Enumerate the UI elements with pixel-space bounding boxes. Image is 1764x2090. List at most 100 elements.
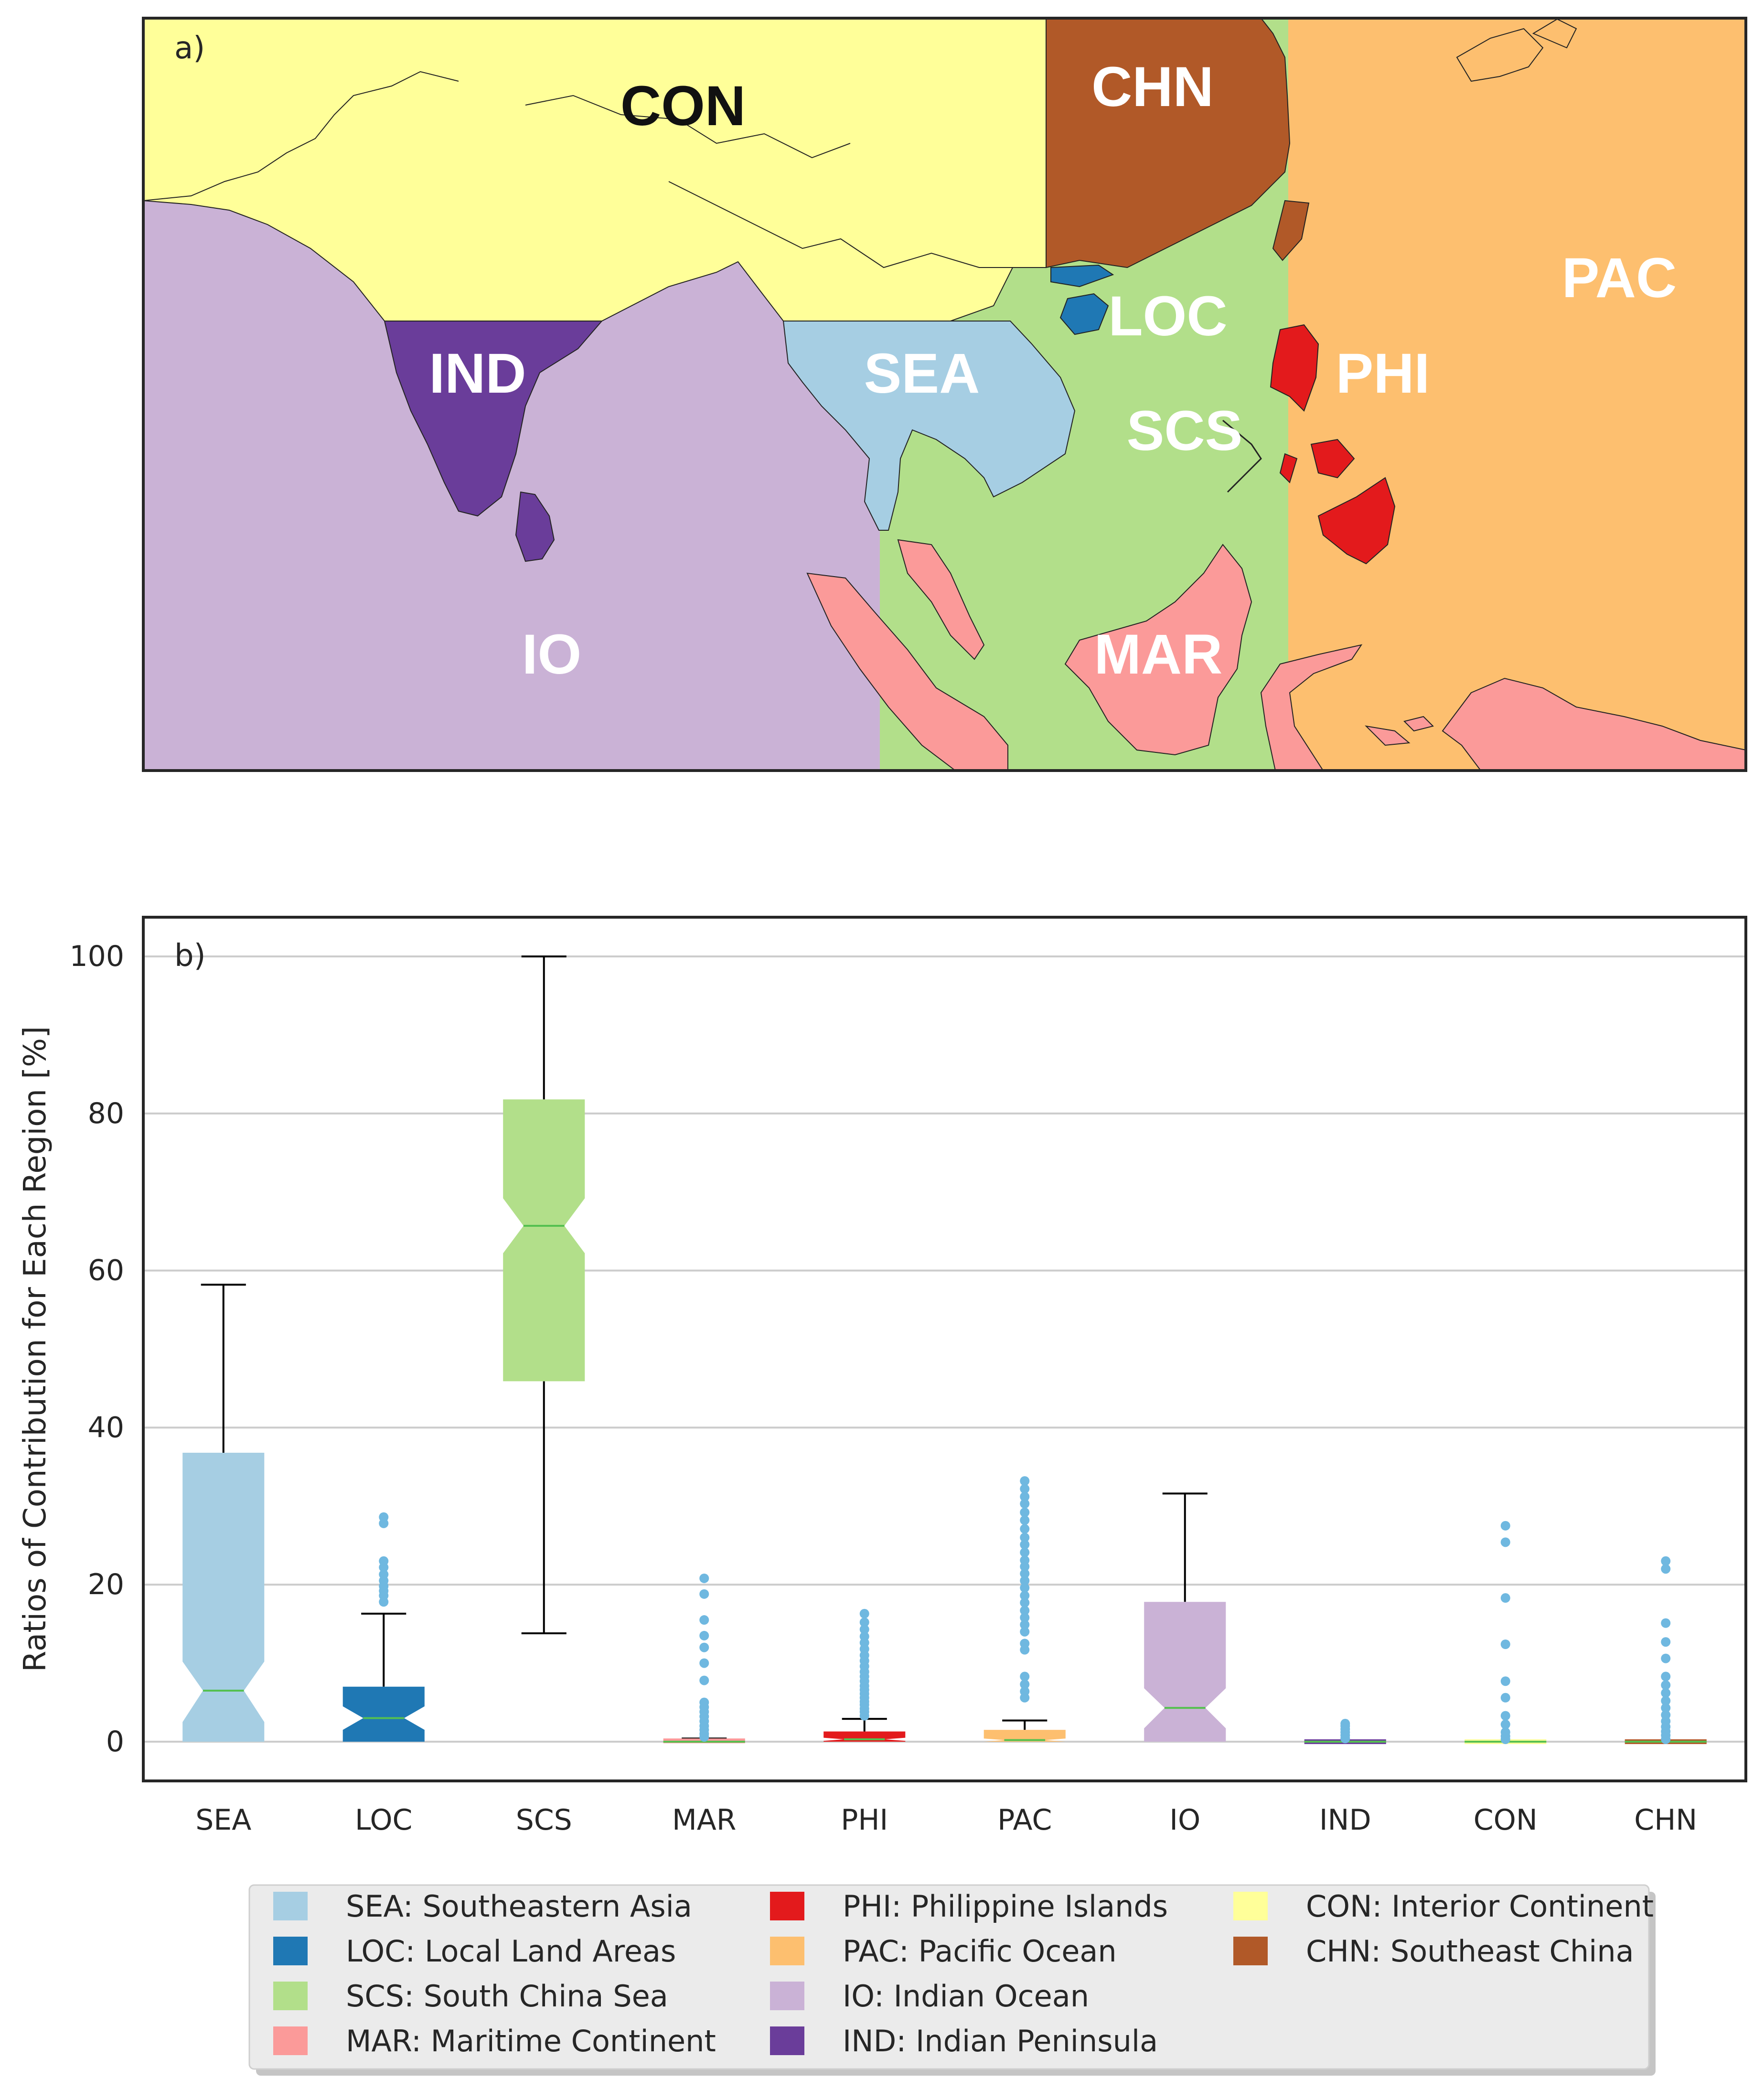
flier-point — [699, 1630, 709, 1640]
new-guinea-shape — [1442, 677, 1746, 771]
flier-point — [1020, 1672, 1030, 1682]
flier-point — [1661, 1564, 1671, 1574]
legend-swatch — [770, 2026, 804, 2055]
flier-point — [699, 1658, 709, 1668]
malay-peninsula-shape — [897, 539, 985, 660]
map-panel-label: a) — [174, 31, 205, 66]
taiwan-shape — [1272, 200, 1310, 261]
region-chn — [1046, 18, 1291, 268]
legend-label: LOC: Local Land Areas — [346, 1934, 676, 1969]
flier-point — [1020, 1555, 1030, 1565]
y-tick-label: 20 — [88, 1568, 124, 1601]
flier-point — [1020, 1484, 1030, 1494]
region-label-sea: SEA — [864, 342, 980, 405]
coastline — [143, 71, 459, 201]
flier-point — [1020, 1591, 1030, 1601]
region-pac — [1288, 18, 1746, 771]
legend-swatch — [1233, 1892, 1268, 1920]
flier-point — [1020, 1619, 1030, 1629]
small-island-shape — [1403, 716, 1434, 732]
y-axis-label: Ratios of Contribution for Each Region [… — [18, 1026, 53, 1672]
boxes — [182, 955, 1707, 1744]
y-tick-labels: 0 20 40 60 80 100 — [69, 940, 124, 1758]
flier-point — [1020, 1606, 1030, 1616]
region-sea — [782, 321, 1076, 531]
flier-point — [379, 1512, 389, 1522]
chart-panel-label: b) — [174, 938, 206, 974]
region-label-mar: MAR — [1094, 623, 1223, 686]
flier-point — [1020, 1547, 1030, 1557]
flier-point — [1500, 1719, 1510, 1729]
flier-point — [1020, 1597, 1030, 1608]
region-label-loc: LOC — [1108, 285, 1227, 348]
flier-point — [1661, 1710, 1671, 1720]
flier-point — [1020, 1507, 1030, 1517]
flier-point — [699, 1675, 709, 1685]
legend-box — [248, 1884, 1650, 2070]
philippines-islet-shape — [1279, 453, 1298, 483]
x-tick-label: MAR — [672, 1803, 737, 1837]
flier-point — [1661, 1696, 1671, 1706]
flier-point — [379, 1569, 389, 1579]
flier-point — [1661, 1556, 1671, 1566]
legend: SEA: Southeastern Asia LOC: Local Land Ar… — [248, 1884, 1656, 2076]
flier-point — [859, 1631, 869, 1641]
flier-point — [1500, 1521, 1510, 1531]
box-body — [1144, 1602, 1226, 1742]
legend-label: CHN: Southeast China — [1306, 1934, 1634, 1969]
flier-point — [1020, 1583, 1030, 1593]
flier-point — [1020, 1524, 1030, 1534]
region-label-pac: PAC — [1562, 247, 1677, 310]
legend-swatch — [1233, 1937, 1268, 1965]
box-body — [984, 1730, 1066, 1742]
flier-point — [1020, 1492, 1030, 1502]
x-tick-label: SEA — [195, 1803, 251, 1837]
box-scs — [503, 955, 585, 1634]
flier-point — [699, 1642, 709, 1652]
flier-point — [1020, 1686, 1030, 1696]
flier-point — [699, 1615, 709, 1625]
flier-point — [1661, 1688, 1671, 1698]
borneo-shape — [1064, 544, 1252, 756]
box-con — [1465, 1521, 1547, 1744]
flier-point — [859, 1624, 869, 1634]
palawan-line — [1222, 419, 1262, 493]
box-ind — [1304, 1719, 1386, 1744]
flier-point — [859, 1608, 869, 1618]
region-con — [143, 18, 1047, 322]
legend-label: MAR: Maritime Continent — [346, 2024, 716, 2058]
region-ind — [384, 321, 603, 517]
flier-point — [1340, 1719, 1350, 1729]
flier-point — [1020, 1533, 1030, 1543]
x-tick-label: CON — [1474, 1803, 1538, 1837]
region-label-scs: SCS — [1127, 399, 1243, 462]
region-label-io: IO — [522, 623, 582, 686]
box-body — [182, 1452, 265, 1742]
boxplot-panel: 0 20 40 60 80 100 SEA LOC SCS MAR PHI PAC IO IND CON C… — [18, 916, 1747, 1837]
box-body — [342, 1686, 425, 1742]
map-frame — [142, 17, 1747, 772]
plot-frame — [142, 916, 1747, 1782]
flier-point — [1020, 1515, 1030, 1525]
legend-swatch — [770, 1892, 804, 1920]
legend-label: CON: Interior Continent — [1306, 1889, 1654, 1924]
sulawesi-shape — [1260, 644, 1363, 771]
flier-point — [1661, 1680, 1671, 1690]
philippines-mindanao-shape — [1317, 477, 1396, 565]
legend-label: PHI: Philippine Islands — [843, 1889, 1168, 1924]
legend-swatch — [273, 1982, 308, 2010]
region-label-ind: IND — [429, 342, 526, 405]
box-chn — [1625, 1556, 1707, 1744]
border-line — [525, 95, 851, 159]
philippines-visayas-shape — [1310, 439, 1355, 479]
flier-point — [1500, 1537, 1510, 1547]
x-tick-label: PAC — [997, 1803, 1052, 1837]
region-loc-coast — [1050, 264, 1114, 288]
flier-point — [1500, 1593, 1510, 1603]
x-tick-label: IO — [1169, 1803, 1200, 1837]
flier-point — [699, 1589, 709, 1599]
flier-point — [1500, 1727, 1510, 1737]
legend-label: SCS: South China Sea — [346, 1979, 668, 2014]
small-island-shape — [1365, 725, 1411, 746]
flier-point — [1661, 1703, 1671, 1713]
